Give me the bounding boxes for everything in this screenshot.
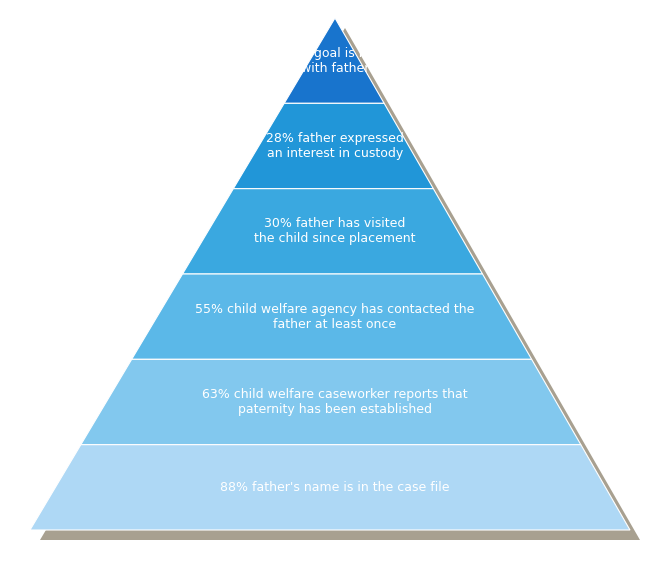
Text: 63% child welfare caseworker reports that
paternity has been established: 63% child welfare caseworker reports tha… xyxy=(202,388,468,416)
Polygon shape xyxy=(183,189,482,274)
Polygon shape xyxy=(40,28,640,540)
Polygon shape xyxy=(234,103,433,189)
Text: 4% goal is live
with father: 4% goal is live with father xyxy=(290,46,380,75)
Text: 30% father has visited
the child since placement: 30% father has visited the child since p… xyxy=(254,217,416,246)
Text: 28% father expressed
an interest in custody: 28% father expressed an interest in cust… xyxy=(266,132,404,160)
Polygon shape xyxy=(30,445,630,530)
Polygon shape xyxy=(132,274,531,359)
Text: 88% father's name is in the case file: 88% father's name is in the case file xyxy=(220,481,450,494)
Polygon shape xyxy=(81,359,581,445)
Polygon shape xyxy=(284,18,384,103)
Text: 55% child welfare agency has contacted the
father at least once: 55% child welfare agency has contacted t… xyxy=(195,303,474,331)
